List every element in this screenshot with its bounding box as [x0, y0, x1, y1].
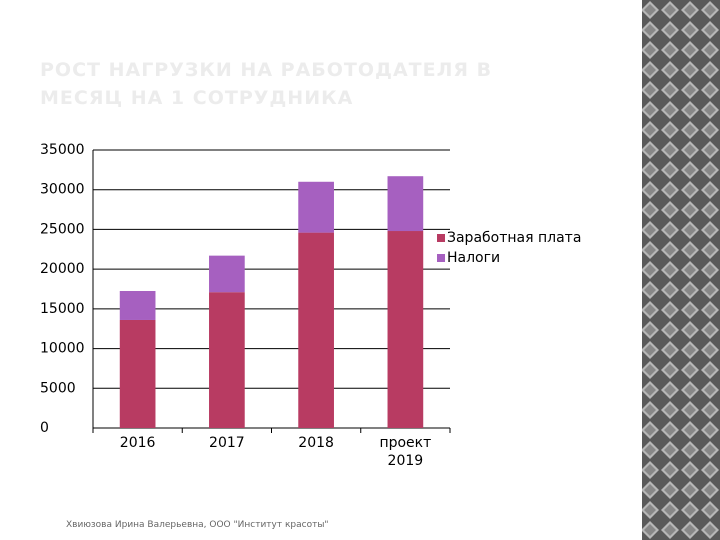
- legend-swatch: [437, 254, 445, 262]
- bar-segment: [119, 319, 156, 428]
- x-tick-label: проект 2019: [379, 435, 432, 469]
- y-tick-label: 25000: [40, 221, 85, 237]
- decor-strip: [642, 0, 720, 540]
- y-tick-label: 35000: [40, 142, 85, 158]
- legend-label: Налоги: [447, 250, 500, 266]
- footer: Хвиюзова Ирина Валерьевна, ООО "Институт…: [66, 520, 329, 530]
- x-tick-label: 2017: [209, 435, 245, 451]
- y-tick-label: 15000: [40, 301, 85, 317]
- y-tick-label: 0: [40, 420, 49, 436]
- bar-segment: [298, 181, 334, 233]
- bar-segment: [387, 231, 424, 428]
- bar-segment: [209, 292, 245, 428]
- bar-segment: [119, 290, 156, 320]
- bar-segment: [298, 232, 334, 428]
- legend-swatch: [437, 234, 445, 242]
- legend-label: Заработная плата: [447, 230, 581, 246]
- slide-title: РОСТ НАГРУЗКИ НА РАБОТОДАТЕЛЯ В МЕСЯЦ НА…: [40, 59, 493, 109]
- y-tick-label: 10000: [40, 341, 85, 357]
- y-tick-label: 5000: [40, 380, 76, 396]
- x-tick-label: 2016: [119, 435, 156, 451]
- y-tick-label: 30000: [40, 182, 85, 198]
- bar-segment: [387, 176, 424, 232]
- bar-segment: [209, 255, 245, 293]
- y-tick-label: 20000: [40, 261, 85, 277]
- x-tick-label: 2018: [298, 435, 334, 451]
